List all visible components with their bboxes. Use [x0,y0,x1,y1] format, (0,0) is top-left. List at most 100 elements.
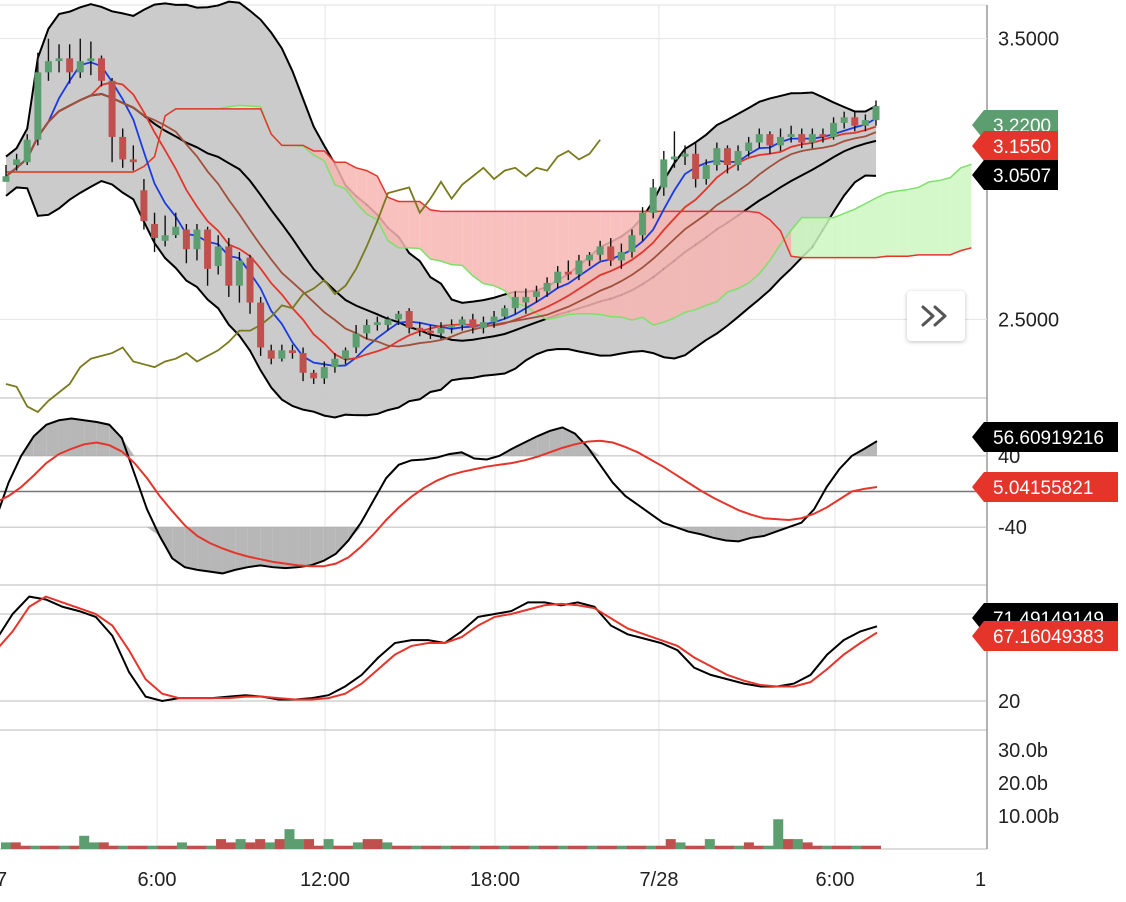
volume-bar [440,845,451,849]
volume-bar [235,839,246,849]
volume-bar [401,845,412,849]
ichimoku-cloud-segment [769,219,781,261]
ichimoku-cloud-segment [398,201,410,248]
volume-bar [176,842,187,849]
volume-bar [685,845,696,849]
volume-bar [783,839,794,849]
ichimoku-cloud-segment [854,203,866,258]
overbought-shade [58,418,72,456]
ichimoku-cloud-segment [515,211,526,307]
ichimoku-cloud-segment [430,209,441,262]
value-tags: 3.22003.15503.050756.609192165.041558217… [972,110,1118,651]
candle-body [702,165,710,180]
volume-bar [10,842,21,849]
overbought-shade [587,446,601,456]
candle-body [140,190,148,222]
overbought-shade [84,420,97,456]
bollinger-lower-line [5,174,877,419]
candle-body [437,327,445,334]
candle-body [564,271,572,275]
ichimoku-cloud-segment [918,181,930,255]
volume-bar [792,839,803,849]
overbought-shade [562,427,575,456]
candle-body [320,367,328,379]
candle-body [448,325,456,328]
volume-bar [548,845,559,849]
volume-bar [294,839,305,849]
ichimoku-cloud-segment [345,162,357,203]
osc1-value-tag [972,472,1118,502]
time-axis-label: 12:00 [300,869,350,891]
oversold-shade [751,527,764,538]
volume-bar [284,829,295,849]
volume-bar [1,842,11,849]
volume-bar [665,839,676,849]
ichimoku-cloud-segment [504,211,516,304]
candle-body [745,142,753,151]
candle-body [798,134,806,143]
volume-bar [861,845,872,849]
volume-bar [587,845,598,849]
ichimoku-cloud-segment [610,211,622,318]
oversold-shade [688,527,701,535]
osc2-value-tag-label: 67.16049383 [993,627,1104,648]
ichimoku-cloud-segment [833,213,845,258]
overbought-shade [71,418,85,456]
candle-body [639,212,647,236]
volume-bar [264,842,275,849]
volume-bar [724,845,735,849]
candle-body [225,246,233,286]
volume-bar [607,845,618,849]
lagging-span-line [5,139,601,414]
volume-axis-label: 30.0b [998,740,1048,762]
overbought-shade [121,438,135,456]
overbought-shade [33,424,47,456]
candle-body [267,350,275,359]
candle-body [628,235,636,253]
volume-bar [675,842,686,849]
volume-bar [470,845,481,849]
candle-body [204,229,212,269]
candle-body [426,330,434,334]
candle-body [617,252,625,261]
volume-bar [157,845,168,849]
volume-axis-label: 10.00b [998,806,1059,828]
ichimoku-cloud-segment [334,162,346,189]
candle-body [161,235,169,241]
volume-bar [431,845,442,849]
candle-body [416,327,424,331]
oversold-shade [159,527,173,559]
osc1-value-tag-label: 56.60919216 [993,428,1104,449]
oscillator-panel-2 [0,595,878,703]
candle-body [734,150,742,166]
ichimoku-cloud-segment [727,211,739,293]
price-tag [972,160,1058,190]
candle-body [469,319,477,328]
candle-body [861,120,869,126]
volume-bar [753,845,764,849]
volume-bar [147,845,158,849]
candle-body [543,282,551,292]
volume-bar [98,842,109,849]
oversold-shade [184,527,198,570]
volume-bar [216,839,227,849]
candle-body [458,319,466,326]
ichimoku-cloud-segment [451,211,463,266]
candle-body [479,322,487,328]
price-tag-label: 3.1550 [993,137,1051,158]
candle-body [660,159,668,188]
candle-body [872,106,880,121]
time-axis-label: 6:00 [138,869,177,891]
candle-body [193,229,201,250]
price-panel [2,0,972,419]
osc1-axis-label: -40 [998,517,1027,539]
candle-body [787,134,795,137]
volume-bar [313,845,324,849]
ichimoku-cloud-segment [950,167,961,255]
oversold-shade [713,527,726,541]
oversold-shade [323,527,336,561]
ichimoku-cloud-segment [441,211,452,265]
scroll-to-latest-button[interactable] [907,291,965,341]
ichimoku-cloud-segment [897,189,908,257]
